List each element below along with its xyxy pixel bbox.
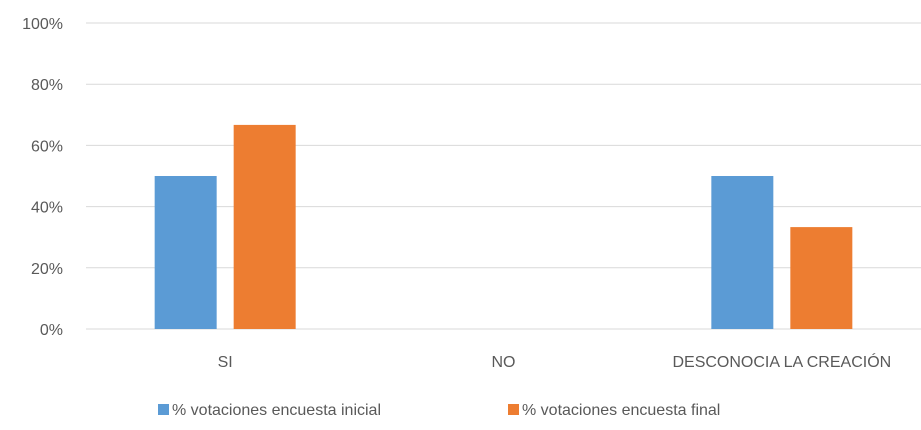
y-tick-label: 20% [31, 261, 63, 278]
gridlines [86, 22, 921, 330]
bar-inicial-0 [154, 176, 217, 329]
legend-label: % votaciones encuesta final [522, 402, 720, 419]
x-axis-ticks: SI NO DESCONOCIA LA CREACIÓN [218, 352, 892, 371]
legend: % votaciones encuesta inicial % votacione… [158, 402, 720, 419]
y-tick-label: 100% [22, 16, 63, 33]
bar-final-0 [233, 124, 296, 329]
x-tick-label: SI [218, 354, 233, 371]
y-tick-label: 40% [31, 200, 63, 217]
bar-final-2 [790, 227, 853, 329]
bars [154, 124, 853, 329]
bar-inicial-2 [711, 176, 774, 329]
y-tick-label: 80% [31, 77, 63, 94]
legend-swatch [508, 404, 519, 415]
y-tick-label: 0% [40, 322, 63, 339]
legend-label: % votaciones encuesta inicial [172, 402, 381, 419]
legend-swatch [158, 404, 169, 415]
y-tick-label: 60% [31, 138, 63, 155]
x-tick-label: DESCONOCIA LA CREACIÓN [672, 352, 891, 371]
y-axis-ticks: 0% 20% 40% 60% 80% 100% [22, 16, 63, 339]
x-tick-label: NO [492, 354, 516, 371]
